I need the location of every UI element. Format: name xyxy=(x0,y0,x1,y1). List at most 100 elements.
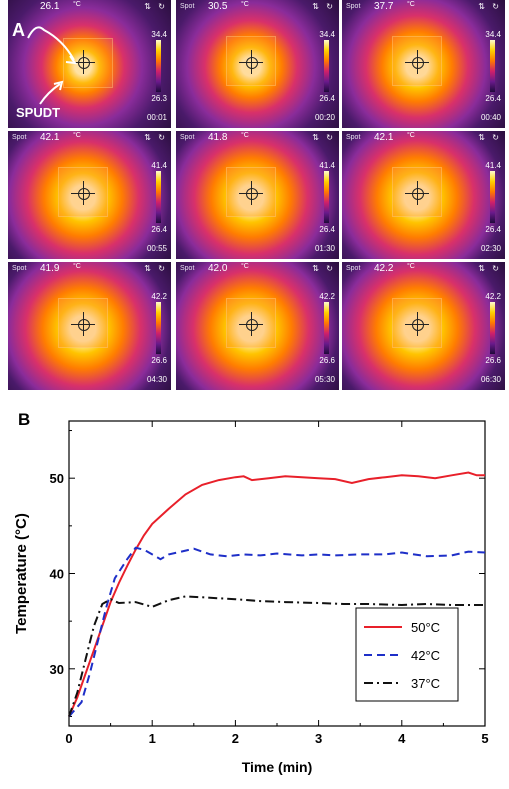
elapsed-time: 01:30 xyxy=(314,244,335,253)
sort-icon: ⇅ xyxy=(312,2,319,11)
temperature-unit: °C xyxy=(73,1,81,8)
elapsed-time: 05:30 xyxy=(314,375,335,384)
spot-label: Spot xyxy=(346,3,361,10)
elapsed-time: 02:30 xyxy=(480,244,501,253)
annotation-arrows xyxy=(27,26,78,105)
sort-icon: ⇅ xyxy=(144,133,151,142)
x-tick-label: 0 xyxy=(65,731,72,746)
color-scale-bar xyxy=(324,40,329,92)
elapsed-time: 00:01 xyxy=(146,113,167,122)
y-axis-label: Temperature (°C) xyxy=(13,513,30,634)
series-line xyxy=(68,471,485,717)
series-line xyxy=(68,595,485,717)
scale-max: 42.2 xyxy=(319,292,335,301)
spot-temperature: 30.5 xyxy=(208,1,228,12)
spudt-label: SPUDT xyxy=(16,105,61,120)
refresh-icon: ↻ xyxy=(158,133,165,142)
thermal-image-tile: Spot 42.0 °C ⇅ ↻ 42.2 26.6 05:30 xyxy=(176,262,339,390)
scale-max: 42.2 xyxy=(151,292,167,301)
sort-icon: ⇅ xyxy=(312,133,319,142)
scale-min: 26.4 xyxy=(319,225,335,234)
spot-marker xyxy=(78,57,90,69)
spot-marker xyxy=(78,319,90,331)
refresh-icon: ↻ xyxy=(326,133,333,142)
thermal-image-tile: Spot 41.8 °C ⇅ ↻ 41.4 26.4 01:30 xyxy=(176,131,339,259)
sort-icon: ⇅ xyxy=(478,133,485,142)
sort-icon: ⇅ xyxy=(144,264,151,273)
spot-label: Spot xyxy=(180,3,195,10)
sort-icon: ⇅ xyxy=(478,264,485,273)
elapsed-time: 04:30 xyxy=(146,375,167,384)
thermal-image-tile: Spot 30.5 °C ⇅ ↻ 34.4 26.4 00:20 xyxy=(176,0,339,128)
panel-a-label: A xyxy=(12,20,25,40)
y-tick-label: 30 xyxy=(50,662,64,677)
refresh-icon: ↻ xyxy=(492,2,499,11)
legend-box xyxy=(355,607,459,702)
scale-min: 26.4 xyxy=(151,225,167,234)
color-scale-bar xyxy=(490,302,495,354)
spot-temperature: 42.2 xyxy=(374,263,394,274)
refresh-icon: ↻ xyxy=(492,133,499,142)
temperature-unit: °C xyxy=(407,132,415,139)
sort-icon: ⇅ xyxy=(478,2,485,11)
thermal-image-tile: Spot 37.7 °C ⇅ ↻ 34.4 26.4 00:40 xyxy=(342,0,505,128)
scale-max: 41.4 xyxy=(151,161,167,170)
temperature-unit: °C xyxy=(73,263,81,270)
thermal-image-tile: Spot 42.1 °C ⇅ ↻ 41.4 26.4 00:55 xyxy=(8,131,171,259)
legend-label: 42°C xyxy=(411,648,440,663)
spot-temperature: 41.8 xyxy=(208,132,228,143)
color-scale-bar xyxy=(156,171,161,223)
spot-temperature: 41.9 xyxy=(40,263,60,274)
series-line xyxy=(68,546,486,718)
temperature-unit: °C xyxy=(407,1,415,8)
spot-marker xyxy=(246,188,258,200)
temperature-unit: °C xyxy=(241,1,249,8)
scale-min: 26.6 xyxy=(319,356,335,365)
spot-marker xyxy=(412,188,424,200)
refresh-icon: ↻ xyxy=(492,264,499,273)
thermal-image-tile: Spot 42.2 °C ⇅ ↻ 42.2 26.6 06:30 xyxy=(342,262,505,390)
x-tick-label: 2 xyxy=(232,731,239,746)
temperature-chart: 0 1 2 3 4 5 30 40 50 Time (min) Temperature (°C) 50… xyxy=(13,420,489,775)
spot-label: Spot xyxy=(12,265,27,272)
x-tick-label: 4 xyxy=(398,731,406,746)
spot-label: Spot xyxy=(180,134,195,141)
temperature-unit: °C xyxy=(407,263,415,270)
spot-temperature: 26.1 xyxy=(40,1,60,12)
legend-label: 37°C xyxy=(411,676,440,691)
color-scale-bar xyxy=(156,302,161,354)
spot-temperature: 37.7 xyxy=(374,1,394,12)
spot-marker xyxy=(246,57,258,69)
x-tick-label: 5 xyxy=(481,731,488,746)
refresh-icon: ↻ xyxy=(158,264,165,273)
thermal-image-tile: 26.1 °C ⇅ ↻ 34.4 26.3 00:01 A SPUDT xyxy=(8,0,171,128)
spot-label: Spot xyxy=(346,134,361,141)
thermal-image-tile: Spot 42.1 °C ⇅ ↻ 41.4 26.4 02:30 xyxy=(342,131,505,259)
refresh-icon: ↻ xyxy=(326,264,333,273)
scale-max: 34.4 xyxy=(485,30,501,39)
elapsed-time: 00:40 xyxy=(480,113,501,122)
spot-marker xyxy=(246,319,258,331)
y-tick-label: 40 xyxy=(50,567,64,582)
chip-outline xyxy=(392,298,442,348)
panel-b-label: B xyxy=(18,410,31,429)
scale-max: 34.4 xyxy=(319,30,335,39)
scale-max: 41.4 xyxy=(319,161,335,170)
color-scale-bar xyxy=(490,40,495,92)
refresh-icon: ↻ xyxy=(158,2,165,11)
refresh-icon: ↻ xyxy=(326,2,333,11)
spot-label: Spot xyxy=(180,265,195,272)
x-axis-label: Time (min) xyxy=(242,759,313,775)
spot-label: Spot xyxy=(346,265,361,272)
y-tick-label: 50 xyxy=(50,471,64,486)
color-scale-bar xyxy=(490,171,495,223)
legend-label: 50°C xyxy=(411,620,440,635)
scale-max: 34.4 xyxy=(151,30,167,39)
temperature-unit: °C xyxy=(73,132,81,139)
temperature-unit: °C xyxy=(241,263,249,270)
elapsed-time: 00:55 xyxy=(146,244,167,253)
color-scale-bar xyxy=(324,171,329,223)
scale-max: 42.2 xyxy=(485,292,501,301)
scale-min: 26.3 xyxy=(151,94,167,103)
x-tick-label: 3 xyxy=(315,731,322,746)
